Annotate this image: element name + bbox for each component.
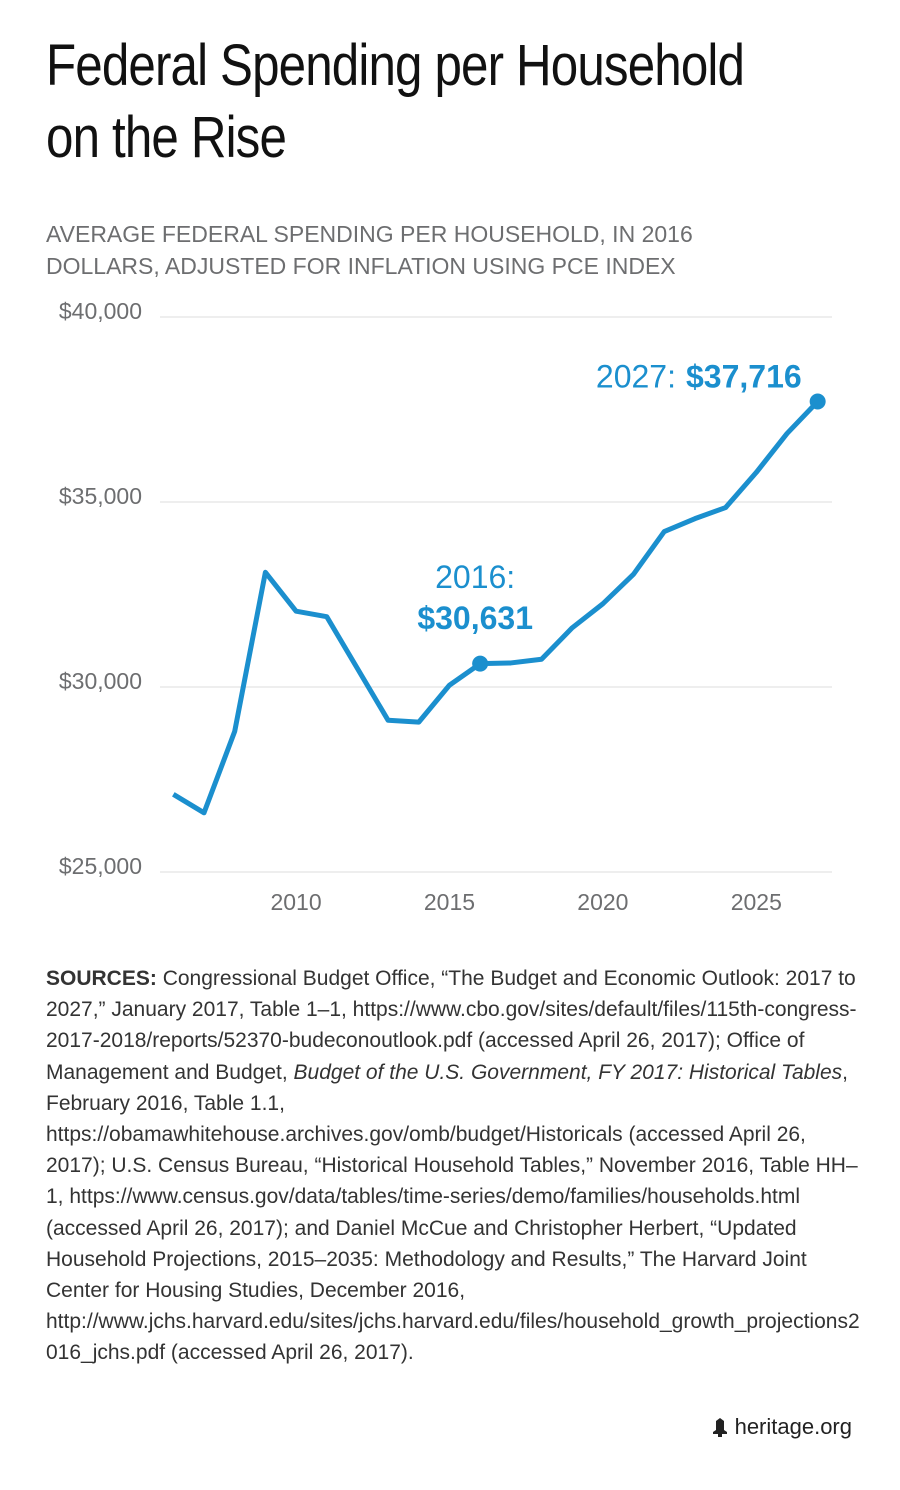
sources-italic: Budget of the U.S. Government, FY 2017: …	[293, 1060, 843, 1084]
annotation-label: 2016:	[435, 559, 515, 595]
value-label: $37,716	[686, 359, 802, 395]
y-tick-label: $35,000	[59, 483, 142, 509]
data-line	[172, 399, 820, 816]
chart-subtitle: AVERAGE FEDERAL SPENDING PER HOUSEHOLD, …	[46, 221, 693, 279]
sources: SOURCES: Congressional Budget Office, “T…	[46, 963, 866, 1369]
footer: heritage.org	[711, 1414, 852, 1440]
chart-title: Federal Spending per Household on the Ri…	[46, 33, 745, 170]
x-tick-label: 2020	[577, 889, 628, 915]
value-label: $30,631	[417, 600, 533, 636]
footer-text: heritage.org	[734, 1414, 852, 1439]
sources-label: SOURCES:	[46, 967, 157, 990]
x-tick-label: 2025	[731, 889, 782, 915]
x-tick-label: 2015	[424, 889, 475, 915]
data-point	[472, 655, 489, 672]
y-tick-label: $30,000	[59, 668, 142, 694]
bell-icon	[712, 1418, 727, 1437]
y-tick-label: $25,000	[59, 853, 142, 879]
x-tick-label: 2010	[270, 889, 321, 915]
annotation-label: 2027:	[596, 359, 676, 395]
annotation: 2027: $37,716	[596, 359, 802, 395]
sources-text: Congressional Budget Office, “The Budget…	[46, 967, 857, 1084]
y-tick-label: $40,000	[59, 298, 142, 324]
chart: $25,000 $30,000 $35,000 $40,000 2010 2015 2020…	[59, 298, 832, 915]
sources-text: , February 2016, Table 1.1, https://obam…	[46, 1060, 860, 1365]
data-point	[809, 393, 826, 410]
